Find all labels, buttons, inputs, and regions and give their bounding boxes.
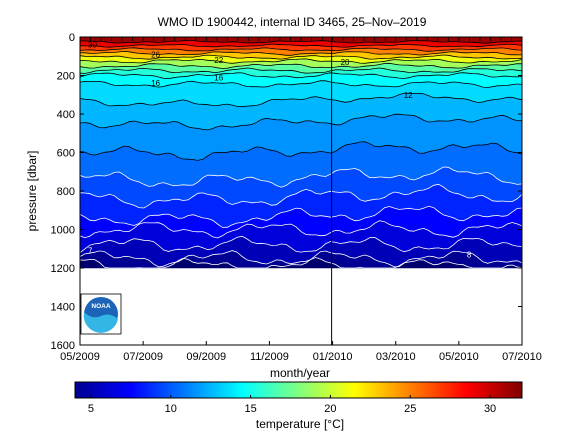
isotherm-line [80,235,522,253]
colorbar-gradient [74,381,523,399]
x-tick-label: 09/2009 [186,351,226,363]
chart-title: WMO ID 1900442, internal ID 3465, 25–Nov… [158,15,427,29]
y-tick-label: 200 [57,71,75,83]
profile-time-ticks [79,37,523,41]
y-tick-label: 1600 [51,340,75,352]
x-axis: 05/2009 07/2009 09/2009 11/2009 01/2010 03/20… [60,341,542,363]
contour-label: 26 [151,50,160,59]
y-tick-label: 600 [57,148,75,160]
x-tick-label: 05/2009 [60,351,100,363]
isotherm-line [80,113,522,131]
x-tick-label: 03/2010 [376,351,416,363]
contour-label: 8 [467,251,472,260]
y-tick-label: 1000 [51,225,75,237]
isotherm-line [80,92,522,108]
colorbar-tick-label: 25 [404,403,416,415]
isotherm-line [80,72,522,80]
x-axis-label: month/year [270,366,330,380]
colorbar-tick-label: 15 [244,403,256,415]
colorbar-tick-label: 5 [88,403,94,415]
x-tick-label: 01/2010 [313,351,353,363]
isotherm-contours [80,39,522,269]
isotherm-line [80,166,522,188]
logo-text: NOAA [91,303,110,310]
isotherm-line [80,67,522,74]
colorbar-tick-label: 20 [324,403,336,415]
contour-label: 16 [151,79,160,88]
y-tick-label: 1400 [51,302,75,314]
isotherm-line [80,257,522,269]
colorbar: 5 10 15 20 25 30 temperature [°C] [74,381,523,431]
contour-label: 16 [214,73,223,82]
isotherm-line [80,205,522,228]
logo-gull-wave [83,312,118,333]
y-axis: 0 200 400 600 800 1000 1200 1400 1600 [51,32,522,352]
contour-labels: 30 26 22 16 16 20 12 8 7 7 [88,41,535,266]
y-axis-label: pressure [dbar] [25,151,39,232]
isotherm-line [80,183,522,209]
contour-label: 20 [341,58,350,67]
isotherm-line [80,54,522,60]
contour-label: 7 [88,247,93,256]
isotherm-line [80,80,522,88]
plot-area: 30 26 22 16 16 20 12 8 7 7 [79,36,535,346]
isotherm-line [80,50,522,56]
contour-label: 30 [88,41,97,50]
contour-label: 12 [404,91,413,100]
isotherm-line [80,141,522,161]
y-tick-label: 400 [57,109,75,121]
isotherm-line [80,39,522,44]
isotherm-line [80,58,522,64]
contour-label: 7 [530,256,535,265]
isotherm-line [80,250,522,268]
isotherm-line [80,43,522,48]
colorbar-ticks: 5 10 15 20 25 30 [88,395,496,415]
x-tick-label: 11/2009 [250,351,289,363]
isotherm-line [80,220,522,239]
noaa-logo: NOAA [80,293,122,335]
colorbar-label: temperature [°C] [256,417,344,431]
x-tick-label: 07/2009 [123,351,163,363]
isotherm-line [80,47,522,52]
y-tick-label: 800 [57,186,75,198]
isotherm-line [80,62,522,69]
colorbar-tick-label: 10 [165,403,177,415]
contour-label: 22 [214,56,223,65]
x-tick-label: 05/2010 [439,351,479,363]
y-tick-label: 1200 [51,263,75,275]
colorbar-tick-label: 30 [484,403,496,415]
x-tick-label: 07/2010 [502,351,542,363]
y-tick-label: 0 [69,32,75,44]
